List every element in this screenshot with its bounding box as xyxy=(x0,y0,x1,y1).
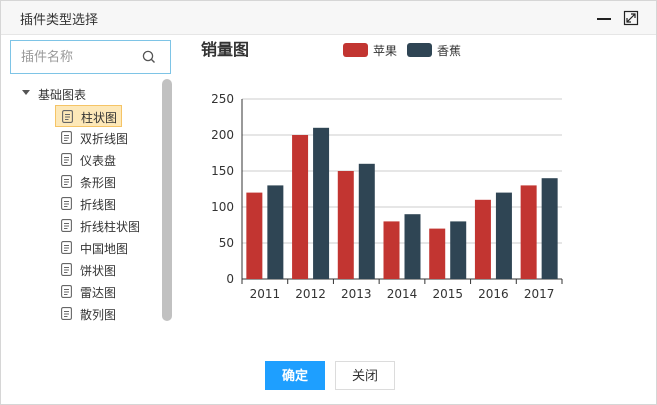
y-tick-label: 100 xyxy=(211,200,234,214)
y-tick-label: 50 xyxy=(219,236,234,250)
legend-label: 苹果 xyxy=(373,44,397,58)
bar[interactable] xyxy=(405,214,421,279)
close-button[interactable]: 关闭 xyxy=(335,361,395,390)
x-tick-label: 2017 xyxy=(524,287,555,301)
y-tick-label: 200 xyxy=(211,128,234,142)
search-input[interactable] xyxy=(11,41,146,73)
tree-item-label: 折线柱状图 xyxy=(80,218,140,235)
search-box xyxy=(10,40,171,74)
legend-label: 香蕉 xyxy=(437,44,461,58)
document-icon xyxy=(61,131,72,144)
document-icon xyxy=(61,285,72,298)
tree-item-label: 雷达图 xyxy=(80,284,116,301)
tree-item[interactable]: 中国地图 xyxy=(55,237,145,259)
document-icon xyxy=(61,307,72,320)
document-icon xyxy=(62,110,73,123)
x-tick-label: 2016 xyxy=(478,287,509,301)
x-tick-label: 2014 xyxy=(387,287,418,301)
bar[interactable] xyxy=(496,193,512,279)
tree-scrollbar[interactable] xyxy=(162,79,172,321)
dialog-title: 插件类型选择 xyxy=(20,9,98,28)
tree-item[interactable]: 散列图 xyxy=(55,303,145,325)
bar[interactable] xyxy=(521,185,537,279)
tree-item-label: 仪表盘 xyxy=(80,152,116,169)
tree-item[interactable]: 雷达图 xyxy=(55,281,145,303)
tree-item-label: 双折线图 xyxy=(80,130,128,147)
legend-swatch[interactable] xyxy=(343,43,368,57)
document-icon xyxy=(61,197,72,210)
tree-item[interactable]: 双折线图 xyxy=(55,127,145,149)
tree-root-basic-charts[interactable]: 基础图表 xyxy=(10,81,160,103)
bar[interactable] xyxy=(292,135,308,279)
chart-area: 销量图 苹果 香蕉 0 50 100 150 200 250 2011 2012 2013 2014 20… xyxy=(186,35,646,345)
tree-item-label: 条形图 xyxy=(80,174,116,191)
tree-item-label: 折线图 xyxy=(80,196,116,213)
tree-item[interactable]: 柱状图 xyxy=(55,105,122,127)
search-icon[interactable] xyxy=(142,50,156,64)
bar[interactable] xyxy=(267,185,283,279)
tree-item[interactable]: 仪表盘 xyxy=(55,149,145,171)
minimize-icon[interactable] xyxy=(597,11,611,25)
document-icon xyxy=(61,219,72,232)
legend-swatch[interactable] xyxy=(407,43,432,57)
x-tick-label: 2012 xyxy=(295,287,326,301)
tree-item[interactable]: 折线图 xyxy=(55,193,145,215)
tree-item-label: 柱状图 xyxy=(81,109,117,126)
confirm-button[interactable]: 确定 xyxy=(265,361,325,390)
bar[interactable] xyxy=(384,221,400,279)
bar[interactable] xyxy=(475,200,491,279)
x-tick-label: 2011 xyxy=(250,287,281,301)
tree-item[interactable]: 折线柱状图 xyxy=(55,215,145,237)
chart-title: 销量图 xyxy=(201,40,249,59)
bar[interactable] xyxy=(359,164,375,279)
bar[interactable] xyxy=(429,229,445,279)
document-icon xyxy=(61,241,72,254)
y-tick-label: 250 xyxy=(211,92,234,106)
document-icon xyxy=(61,153,72,166)
tree-item-label: 散列图 xyxy=(80,306,116,323)
x-tick-label: 2013 xyxy=(341,287,372,301)
bar[interactable] xyxy=(542,178,558,279)
y-tick-label: 0 xyxy=(226,272,234,286)
dialog-titlebar: 插件类型选择 xyxy=(1,1,656,35)
tree-item-label: 饼状图 xyxy=(80,262,116,279)
document-icon xyxy=(61,263,72,276)
caret-down-icon[interactable] xyxy=(22,90,30,95)
bar[interactable] xyxy=(450,221,466,279)
plugin-tree: 基础图表 柱状图双折线图仪表盘条形图折线图折线柱状图中国地图饼状图雷达图散列图 xyxy=(10,81,160,326)
bar-chart: 销量图 苹果 香蕉 0 50 100 150 200 250 2011 2012 2013 2014 20… xyxy=(186,35,646,345)
bar[interactable] xyxy=(246,193,262,279)
y-tick-label: 150 xyxy=(211,164,234,178)
tree-root-label: 基础图表 xyxy=(38,86,86,103)
tree-item-label: 中国地图 xyxy=(80,240,128,257)
bar[interactable] xyxy=(313,128,329,279)
tree-item[interactable]: 条形图 xyxy=(55,171,145,193)
tree-item[interactable]: 饼状图 xyxy=(55,259,145,281)
maximize-icon[interactable] xyxy=(623,10,639,26)
bar[interactable] xyxy=(338,171,354,279)
x-tick-label: 2015 xyxy=(432,287,463,301)
document-icon xyxy=(61,175,72,188)
